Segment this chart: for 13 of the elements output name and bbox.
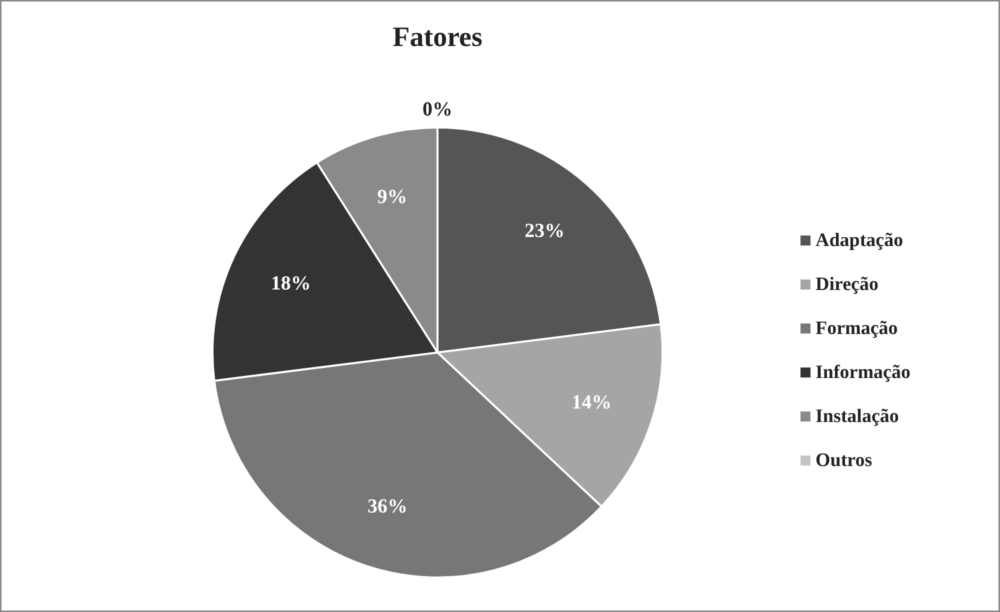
chart-title: Fatores xyxy=(392,22,482,53)
data-label: 23% xyxy=(524,220,565,242)
data-label: 9% xyxy=(377,186,408,208)
legend-label: Formação xyxy=(816,318,898,339)
data-label: 14% xyxy=(572,392,612,414)
legend-label: Direção xyxy=(816,274,878,295)
legend-label: Instalação xyxy=(816,406,899,427)
legend-label: Informação xyxy=(816,362,910,383)
legend-label: Adaptação xyxy=(816,230,904,251)
text: 0% xyxy=(422,98,452,120)
legend-label: Outros xyxy=(816,450,872,471)
data-label: 18% xyxy=(270,272,311,295)
data-label: 36% xyxy=(367,496,408,518)
